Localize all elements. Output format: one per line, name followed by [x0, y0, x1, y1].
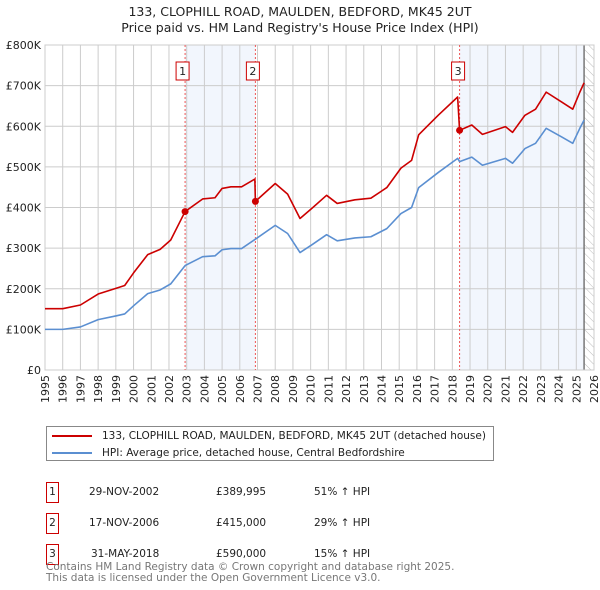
transaction-date: 31-MAY-2018	[91, 548, 160, 560]
plot-frame	[44, 44, 595, 371]
transaction-number: 1	[46, 482, 59, 503]
transaction-price: £389,995	[216, 486, 267, 498]
x-tick-label: 2009	[287, 375, 300, 403]
y-tick-label: £400K	[6, 202, 42, 215]
property-price-line	[45, 82, 585, 310]
x-tick-label: 2026	[588, 375, 600, 403]
transaction-date: 29-NOV-2002	[89, 486, 160, 498]
x-tick-label: 2003	[181, 375, 194, 403]
chart-title: 133, CLOPHILL ROAD, MAULDEN, BEDFORD, MK…	[128, 4, 472, 19]
transaction-hpi: 29% ↑ HPI	[314, 517, 371, 529]
price-chart: 1995 1996 1997 1998 1999 2000 2001 2002 2003 2004…	[6, 39, 600, 403]
x-tick-label: 2004	[198, 375, 211, 403]
sale-label-number: 2	[249, 65, 256, 78]
x-tick-label: 2018	[446, 375, 459, 403]
sale-label-number: 3	[455, 65, 462, 78]
x-tick-label: 2011	[322, 375, 335, 403]
transaction-price: £415,000	[216, 517, 267, 529]
x-tick-label: 2016	[411, 375, 424, 403]
y-tick-label: £300K	[6, 242, 42, 255]
y-tick-label: £500K	[6, 161, 42, 174]
transaction-date: 17-NOV-2006	[89, 517, 160, 529]
x-tick-label: 2022	[517, 375, 530, 403]
legend-swatch-blue	[52, 452, 92, 454]
sale-label-box	[245, 61, 260, 81]
x-tick-label: 1999	[110, 375, 123, 403]
y-tick-label: £0	[27, 364, 41, 377]
sale-label-box	[175, 61, 190, 81]
sale-label-box	[451, 61, 466, 81]
sale-point	[181, 208, 189, 216]
chart-subtitle: Price paid vs. HM Land Registry's House …	[121, 20, 479, 35]
x-tick-label: 2020	[482, 375, 495, 403]
x-tick-label: 2012	[340, 375, 353, 403]
y-tick-label: £200K	[6, 283, 42, 296]
footer-copyright: Contains HM Land Registry data © Crown c…	[46, 561, 455, 573]
y-tick-label: £700K	[6, 80, 42, 93]
x-tick-label: 2007	[252, 375, 265, 403]
x-tick-label: 2008	[269, 375, 282, 403]
x-tick-label: 1997	[74, 375, 87, 403]
sale-point	[456, 126, 464, 134]
footer-licence: This data is licensed under the Open Gov…	[46, 572, 381, 584]
legend-item-property: 133, CLOPHILL ROAD, MAULDEN, BEDFORD, MK…	[52, 428, 486, 444]
x-tick-label: 2006	[234, 375, 247, 403]
x-tick-label: 2015	[393, 375, 406, 403]
x-tick-label: 2001	[145, 375, 158, 403]
transaction-price: £590,000	[216, 548, 267, 560]
x-tick-label: 2013	[358, 375, 371, 403]
transaction-number: 3	[46, 544, 59, 565]
transaction-hpi: 51% ↑ HPI	[314, 486, 371, 498]
x-tick-label: 2021	[499, 375, 512, 403]
x-tick-label: 2024	[553, 375, 566, 403]
y-tick-label: £600K	[6, 120, 42, 133]
legend-label-hpi: HPI: Average price, detached house, Cent…	[102, 447, 405, 459]
transaction-hpi: 15% ↑ HPI	[314, 548, 371, 560]
legend: 133, CLOPHILL ROAD, MAULDEN, BEDFORD, MK…	[46, 426, 494, 461]
x-tick-label: 2010	[305, 375, 318, 403]
y-tick-label: £800K	[6, 39, 42, 52]
sale-label-number: 1	[179, 65, 186, 78]
x-tick-label: 1996	[57, 375, 70, 403]
x-tick-label: 2002	[163, 375, 176, 403]
x-tick-label: 2000	[128, 375, 141, 403]
x-tick-label: 2014	[375, 375, 388, 403]
hpi-line	[45, 119, 585, 331]
x-tick-label: 2019	[464, 375, 477, 403]
legend-item-hpi: HPI: Average price, detached house, Cent…	[52, 445, 405, 461]
x-tick-label: 1998	[92, 375, 105, 403]
x-tick-label: 2017	[429, 375, 442, 403]
x-tick-label: 2005	[216, 375, 229, 403]
legend-label-property: 133, CLOPHILL ROAD, MAULDEN, BEDFORD, MK…	[102, 430, 486, 442]
x-tick-label: 2025	[570, 375, 583, 403]
x-tick-label: 2023	[535, 375, 548, 403]
sale-point	[251, 197, 259, 205]
legend-swatch-red	[52, 435, 92, 437]
x-tick-label: 1995	[39, 375, 52, 403]
transaction-number: 2	[46, 513, 59, 534]
y-tick-label: £100K	[6, 323, 42, 336]
